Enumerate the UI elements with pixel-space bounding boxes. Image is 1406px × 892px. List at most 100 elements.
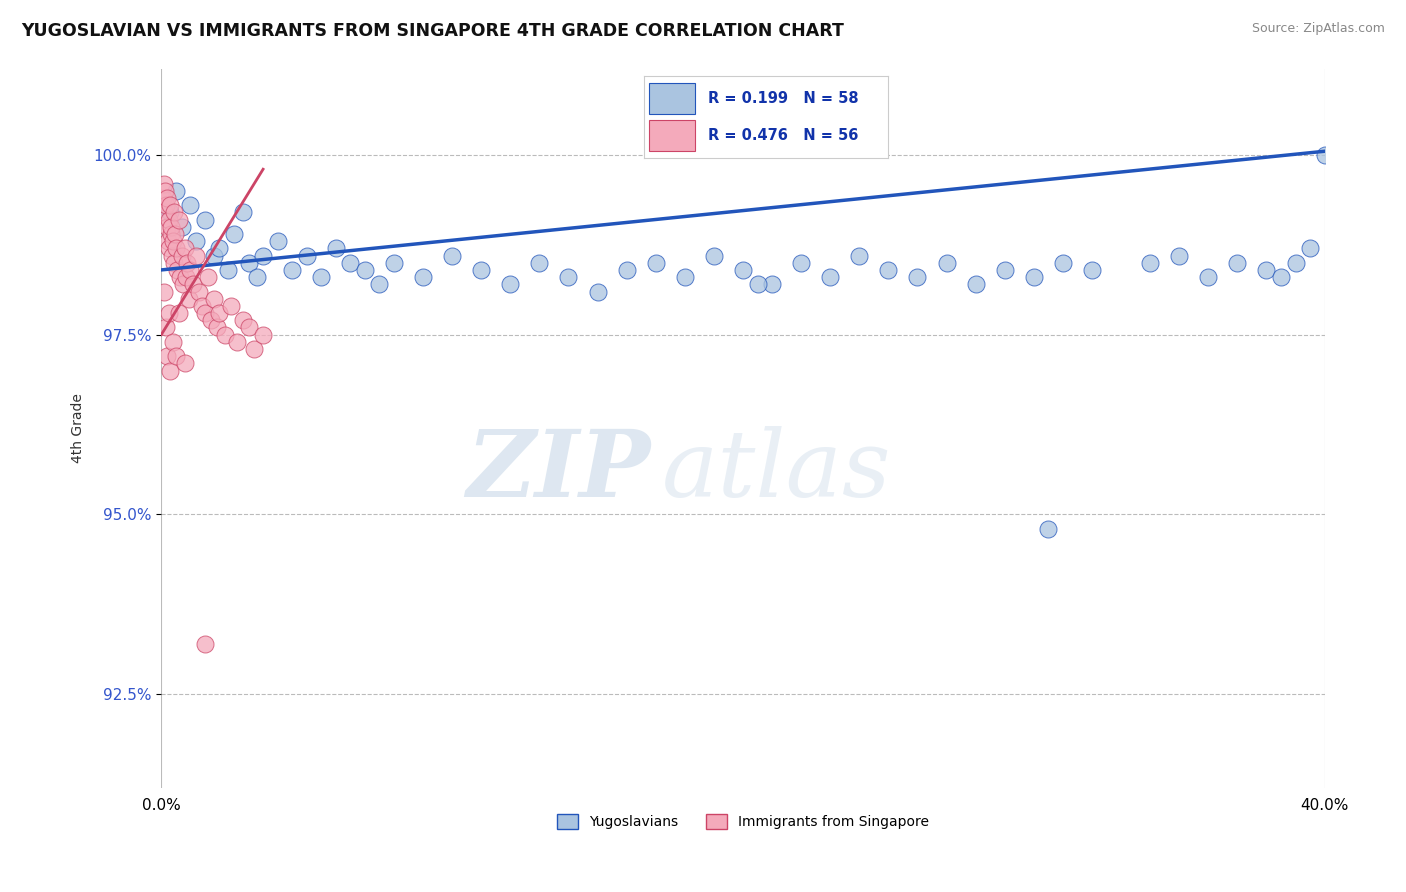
Point [156,349,179,363]
Point [162,248,184,262]
Point [586,285,609,299]
Point [616,263,638,277]
Point [194,637,217,651]
Point [219,299,242,313]
Point [197,270,219,285]
Point [162,234,184,248]
Point [194,306,217,320]
Point [1299,241,1322,255]
Point [202,292,225,306]
Point [935,256,957,270]
Legend: Yugoslavians, Immigrants from Singapore: Yugoslavians, Immigrants from Singapore [551,809,935,835]
Point [214,327,236,342]
Point [166,263,188,277]
Point [156,191,179,205]
Point [965,277,987,292]
Point [1270,270,1292,285]
Point [232,205,254,219]
Point [172,277,194,292]
Point [160,219,183,234]
Point [557,270,579,285]
Y-axis label: 4th Grade: 4th Grade [72,393,86,463]
Point [382,256,405,270]
Point [790,256,813,270]
Point [295,248,318,262]
Point [153,205,176,219]
Point [325,241,347,255]
Point [176,256,198,270]
Point [173,241,195,255]
Text: YUGOSLAVIAN VS IMMIGRANTS FROM SINGAPORE 4TH GRADE CORRELATION CHART: YUGOSLAVIAN VS IMMIGRANTS FROM SINGAPORE… [21,22,844,40]
Point [877,263,900,277]
Point [177,292,200,306]
Point [818,270,841,285]
Point [152,191,174,205]
Point [208,241,231,255]
Point [165,184,187,198]
Point [761,277,783,292]
Point [673,270,696,285]
Point [163,256,186,270]
Point [170,219,193,234]
Point [266,234,288,248]
Point [155,320,177,334]
Point [159,227,181,241]
Point [1052,256,1074,270]
Point [156,234,179,248]
Point [747,277,769,292]
Point [186,248,208,262]
Point [232,313,254,327]
Point [1022,270,1045,285]
Point [907,270,929,285]
Point [644,256,666,270]
Point [243,342,266,356]
Text: ZIP: ZIP [465,426,650,516]
Point [159,205,181,219]
Point [165,227,187,241]
Point [1284,256,1306,270]
Point [162,334,184,349]
Point [441,248,464,262]
Text: atlas: atlas [662,426,891,516]
Point [188,285,211,299]
Point [186,234,208,248]
Point [499,277,522,292]
Point [165,349,187,363]
Point [1038,522,1060,536]
Point [217,263,239,277]
Point [1256,263,1278,277]
Point [354,263,377,277]
Point [157,306,180,320]
Point [1081,263,1104,277]
Point [174,270,197,285]
Point [202,248,225,262]
Point [339,256,361,270]
Point [162,205,184,219]
Point [157,212,180,227]
Point [153,285,176,299]
Point [703,248,725,262]
Point [1139,256,1161,270]
Point [1197,270,1219,285]
Point [1313,148,1336,162]
Point [170,248,193,262]
Point [167,212,190,227]
Point [155,219,177,234]
Point [238,320,260,334]
Point [165,241,187,255]
Point [994,263,1017,277]
Point [173,356,195,370]
Point [179,198,201,212]
Point [205,320,228,334]
Point [252,248,274,262]
Point [153,184,176,198]
Point [200,313,222,327]
Point [226,334,249,349]
Point [179,263,201,277]
Point [848,248,870,262]
Point [246,270,269,285]
Point [159,241,181,255]
Point [152,177,174,191]
Point [194,212,217,227]
Point [1226,256,1249,270]
